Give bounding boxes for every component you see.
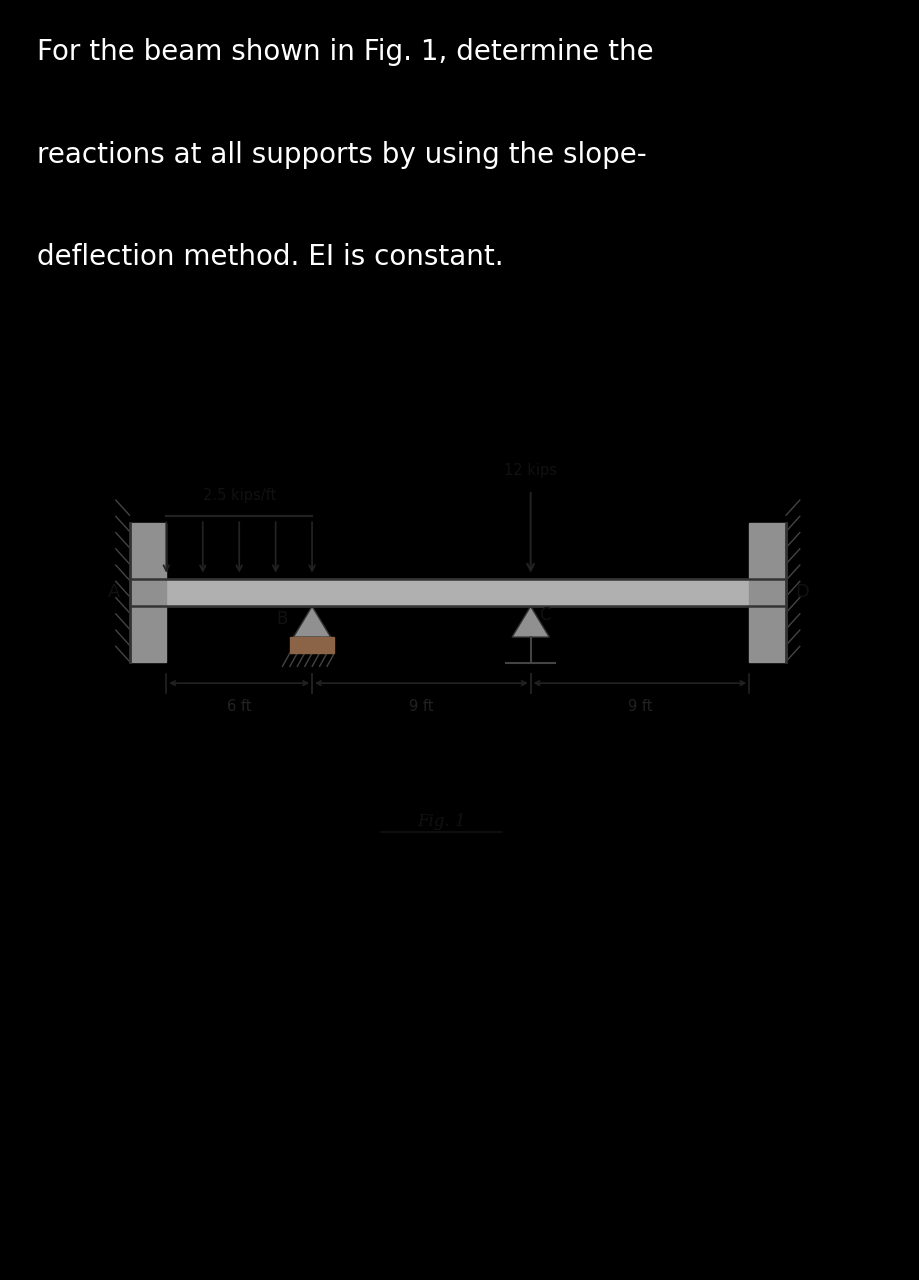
- Text: 9 ft: 9 ft: [627, 699, 652, 714]
- Text: B: B: [276, 611, 288, 628]
- Polygon shape: [293, 607, 330, 637]
- Text: C: C: [539, 607, 550, 625]
- Text: Fig. 1: Fig. 1: [417, 813, 465, 831]
- Text: 9 ft: 9 ft: [409, 699, 433, 714]
- Bar: [130, 579, 785, 607]
- Text: reactions at all supports by using the slope-: reactions at all supports by using the s…: [37, 141, 646, 169]
- Text: 6 ft: 6 ft: [227, 699, 251, 714]
- Polygon shape: [512, 607, 549, 637]
- Text: D: D: [795, 584, 809, 602]
- Text: A: A: [108, 584, 120, 602]
- Bar: [748, 524, 785, 662]
- Bar: [130, 524, 166, 662]
- Text: 12 kips: 12 kips: [504, 463, 557, 479]
- Text: deflection method. EI is constant.: deflection method. EI is constant.: [37, 243, 503, 271]
- Bar: [289, 637, 334, 653]
- Text: For the beam shown in Fig. 1, determine the: For the beam shown in Fig. 1, determine …: [37, 38, 652, 67]
- Text: 2.5 kips/ft: 2.5 kips/ft: [202, 488, 276, 503]
